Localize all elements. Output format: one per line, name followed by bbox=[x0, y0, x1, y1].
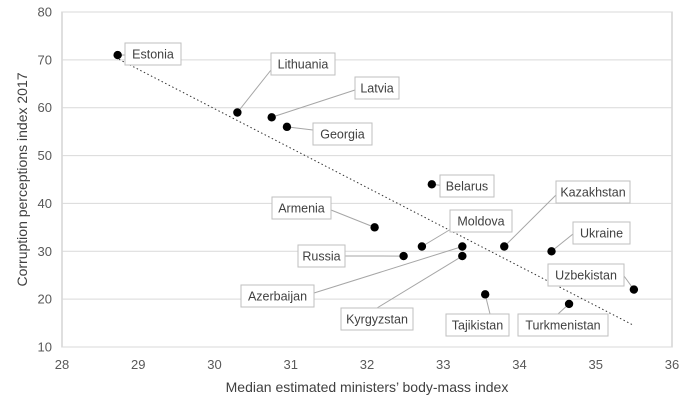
y-axis-title: Corruption perceptions index 2017 bbox=[14, 72, 30, 286]
point-label-text: Lithuania bbox=[278, 58, 329, 72]
point-label-box bbox=[555, 180, 631, 204]
point-label: Kazakhstan bbox=[555, 180, 631, 204]
point-label-text: Russia bbox=[302, 250, 340, 264]
point-label-box bbox=[297, 244, 346, 268]
y-tick-label: 70 bbox=[38, 52, 52, 67]
y-tick-label: 40 bbox=[38, 196, 52, 211]
point-label: Lithuania bbox=[270, 52, 336, 76]
point-label: Azerbaijan bbox=[240, 284, 315, 308]
data-points bbox=[113, 50, 639, 309]
leader-line bbox=[286, 126, 314, 131]
point-label-text: Estonia bbox=[132, 48, 174, 62]
data-point bbox=[629, 285, 639, 294]
point-label-box bbox=[270, 52, 336, 76]
point-label: Armenia bbox=[271, 196, 332, 220]
data-point bbox=[500, 242, 509, 251]
point-label-text: Moldova bbox=[457, 215, 504, 229]
point-label-box bbox=[354, 76, 400, 100]
x-tick-label: 34 bbox=[512, 357, 526, 372]
leader-line bbox=[551, 233, 574, 252]
data-point bbox=[282, 122, 292, 132]
x-tick-label: 31 bbox=[284, 357, 298, 372]
leader-line bbox=[313, 246, 463, 294]
point-label-text: Belarus bbox=[446, 180, 488, 194]
point-label: Belarus bbox=[439, 174, 495, 198]
x-axis-title: Median estimated ministers’ body-mass in… bbox=[226, 379, 509, 395]
data-point bbox=[458, 242, 467, 251]
point-label-box bbox=[312, 122, 373, 146]
point-label-text: Tajikistan bbox=[452, 319, 503, 333]
trendline bbox=[115, 57, 635, 326]
data-point bbox=[267, 113, 276, 122]
y-tick-label: 10 bbox=[38, 340, 52, 355]
data-point bbox=[399, 251, 408, 261]
point-label-text: Uzbekistan bbox=[555, 269, 617, 283]
x-tick-label: 35 bbox=[589, 357, 603, 372]
y-tick-label: 30 bbox=[38, 244, 52, 259]
data-point bbox=[427, 180, 437, 189]
y-tick-label: 60 bbox=[38, 100, 52, 115]
data-point bbox=[417, 242, 427, 251]
x-tick-label: 30 bbox=[207, 357, 221, 372]
point-label-box bbox=[572, 221, 631, 245]
leader-line bbox=[330, 209, 375, 228]
y-tick-label: 20 bbox=[38, 292, 52, 307]
x-tick-label: 29 bbox=[131, 357, 145, 372]
point-label-box bbox=[439, 174, 495, 198]
point-label: Georgia bbox=[312, 122, 373, 146]
x-tick-label: 33 bbox=[436, 357, 450, 372]
x-axis-ticks: 28 29 30 31 32 33 34 35 36 bbox=[55, 357, 679, 372]
y-tick-label: 50 bbox=[38, 148, 52, 163]
data-point bbox=[564, 299, 574, 309]
point-label: Latvia bbox=[354, 76, 400, 100]
point-label-text: Armenia bbox=[278, 202, 325, 216]
data-point bbox=[113, 50, 122, 60]
leader-line bbox=[376, 255, 463, 309]
point-label-box bbox=[547, 263, 625, 287]
point-label: Russia bbox=[297, 244, 346, 268]
data-point bbox=[547, 247, 556, 256]
point-label: Ukraine bbox=[572, 221, 631, 245]
point-label-box bbox=[271, 196, 332, 220]
leader-line bbox=[503, 194, 557, 247]
point-label: Tajikistan bbox=[445, 313, 510, 337]
point-label-text: Azerbaijan bbox=[248, 290, 307, 304]
point-label-text: Latvia bbox=[360, 82, 393, 96]
x-tick-label: 36 bbox=[665, 357, 679, 372]
data-point bbox=[370, 223, 379, 232]
leader-line bbox=[236, 69, 272, 113]
point-label-box bbox=[449, 209, 513, 233]
point-label: Kyrgyzstan bbox=[340, 307, 414, 331]
point-label: Uzbekistan bbox=[547, 263, 625, 287]
leader-line bbox=[271, 89, 356, 118]
point-label: Turkmenistan bbox=[517, 313, 609, 337]
data-point bbox=[458, 251, 467, 261]
point-label: Estonia bbox=[124, 42, 182, 66]
point-label-box bbox=[445, 313, 510, 337]
point-label-text: Kyrgyzstan bbox=[346, 313, 408, 327]
point-label-box bbox=[340, 307, 414, 331]
x-tick-label: 28 bbox=[55, 357, 69, 372]
point-label-box bbox=[517, 313, 609, 337]
point-labels: Estonia Lithuania Latvia Georgia Belarus Kaza… bbox=[124, 42, 631, 337]
point-label-box bbox=[124, 42, 182, 66]
point-label-text: Georgia bbox=[320, 128, 365, 142]
point-label-box bbox=[240, 284, 315, 308]
x-tick-label: 32 bbox=[360, 357, 374, 372]
point-label-text: Kazakhstan bbox=[560, 186, 625, 200]
data-point bbox=[233, 108, 242, 117]
point-label-text: Ukraine bbox=[580, 227, 623, 241]
point-label-text: Turkmenistan bbox=[525, 319, 600, 333]
y-axis-ticks: 10 20 30 40 50 60 70 80 bbox=[38, 5, 52, 355]
data-point bbox=[480, 290, 490, 299]
point-label: Moldova bbox=[449, 209, 513, 233]
y-tick-label: 80 bbox=[38, 5, 52, 20]
